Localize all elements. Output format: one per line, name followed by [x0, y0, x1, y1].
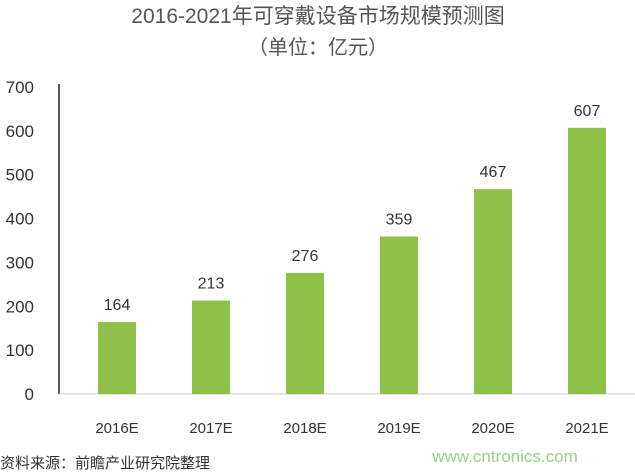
- y-tick-label: 400: [6, 210, 34, 229]
- bar-2019E: [380, 236, 418, 394]
- bar-2017E: [192, 300, 230, 394]
- x-tick-label: 2019E: [377, 420, 420, 437]
- y-tick-label: 200: [6, 297, 34, 316]
- x-tick-label: 2018E: [283, 420, 326, 437]
- data-label: 467: [480, 164, 507, 181]
- x-tick-label: 2017E: [189, 420, 232, 437]
- y-tick-label: 600: [6, 122, 34, 141]
- chart-title: 2016-2021年可穿戴设备市场规模预测图: [131, 5, 504, 28]
- data-label: 607: [574, 103, 601, 120]
- data-label: 213: [198, 276, 225, 293]
- data-label: 359: [386, 212, 413, 229]
- source-note: 资料来源：前瞻产业研究院整理: [0, 454, 210, 472]
- bar-2018E: [286, 272, 324, 394]
- data-label: 276: [292, 248, 319, 265]
- y-tick-label: 300: [6, 253, 34, 272]
- chart-subtitle: （单位：亿元）: [248, 36, 388, 59]
- watermark: www.cntronics.com: [431, 447, 577, 466]
- x-tick-label: 2016E: [95, 420, 138, 437]
- y-tick-label: 500: [6, 166, 34, 185]
- bar-2016E: [98, 322, 136, 394]
- y-tick-label: 0: [25, 385, 34, 404]
- x-tick-label: 2021E: [565, 420, 608, 437]
- y-tick-label: 100: [6, 341, 34, 360]
- y-tick-label: 700: [6, 78, 34, 97]
- data-label: 164: [104, 297, 131, 314]
- bar-2020E: [474, 189, 512, 394]
- x-tick-label: 2020E: [471, 420, 514, 437]
- bar-2021E: [568, 127, 606, 394]
